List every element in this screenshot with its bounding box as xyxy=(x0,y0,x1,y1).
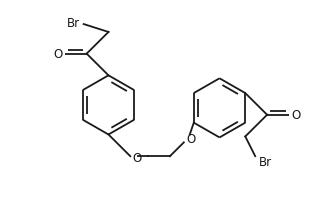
Text: O: O xyxy=(291,109,300,122)
Text: Br: Br xyxy=(67,17,80,30)
Text: O: O xyxy=(53,48,63,61)
Text: Br: Br xyxy=(258,156,272,169)
Text: O: O xyxy=(186,133,195,146)
Text: O: O xyxy=(133,152,142,165)
